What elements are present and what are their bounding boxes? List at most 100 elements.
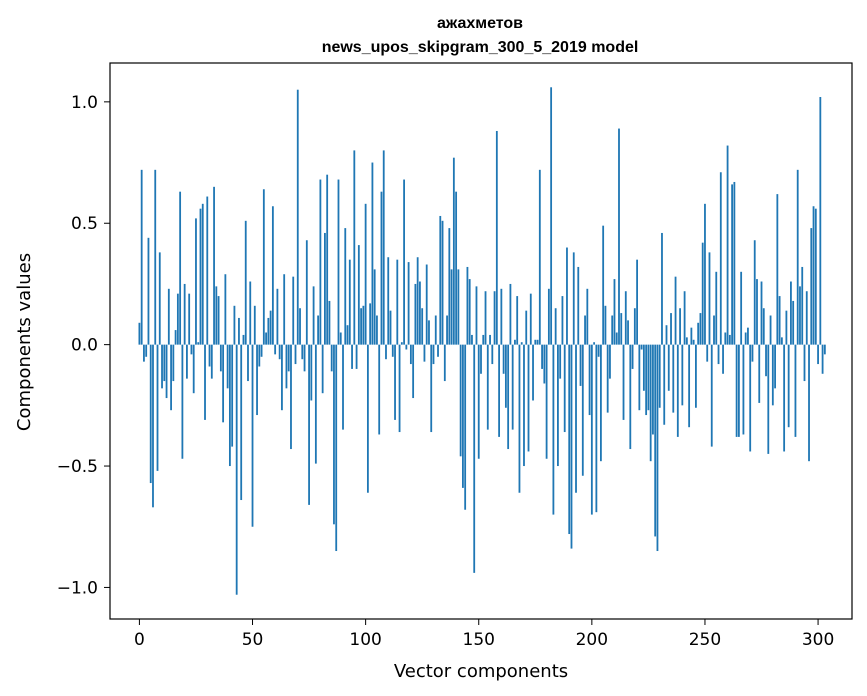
bar-197: [584, 315, 586, 345]
bar-50: [251, 344, 254, 527]
bar-301: [819, 96, 822, 345]
bar-41: [231, 344, 234, 447]
bar-168: [518, 344, 521, 493]
bar-160: [500, 288, 503, 345]
bar-42: [233, 305, 236, 345]
bar-302: [821, 344, 824, 374]
bar-175: [534, 339, 537, 345]
bar-243: [688, 344, 691, 428]
bar-11: [163, 344, 166, 382]
bar-80: [319, 179, 322, 345]
bar-83: [326, 174, 329, 345]
bar-251: [706, 344, 709, 362]
bar-196: [581, 344, 584, 476]
bar-262: [731, 184, 734, 345]
bar-266: [740, 271, 743, 345]
bar-165: [511, 344, 514, 430]
bar-208: [609, 344, 611, 379]
bar-263: [733, 181, 736, 345]
bar-163: [507, 344, 510, 450]
x-tick-label: 100: [349, 630, 381, 650]
bar-60: [274, 344, 277, 355]
bar-283: [778, 296, 781, 345]
bar-297: [810, 228, 813, 345]
bar-113: [394, 344, 396, 420]
bar-292: [799, 286, 801, 345]
bar-277: [765, 344, 767, 377]
bar-118: [405, 344, 408, 350]
bar-159: [498, 344, 501, 437]
bar-71: [299, 308, 301, 345]
bar-39: [226, 344, 229, 389]
bar-36: [219, 344, 222, 372]
bar-187: [561, 296, 564, 345]
bar-245: [692, 339, 695, 345]
bar-0: [138, 322, 141, 345]
bar-92: [346, 325, 349, 345]
bar-148: [473, 344, 476, 573]
x-axis-ticks: 0 50 100 150 200 250 300: [134, 619, 834, 650]
bar-37: [222, 344, 225, 423]
bar-45: [240, 344, 243, 501]
bar-111: [389, 310, 392, 345]
bar-284: [780, 337, 783, 345]
bar-18: [179, 191, 182, 345]
bar-231: [661, 232, 663, 345]
bar-269: [747, 327, 749, 345]
bar-202: [595, 344, 598, 513]
bar-13: [167, 288, 170, 345]
bar-232: [663, 344, 666, 425]
bar-133: [439, 215, 442, 345]
bar-267: [742, 344, 745, 435]
bar-276: [762, 308, 765, 345]
bar-3: [145, 344, 148, 357]
bar-88: [337, 179, 340, 345]
x-tick-label: 50: [242, 630, 264, 650]
bar-230: [658, 344, 661, 408]
bar-261: [728, 334, 731, 345]
bar-257: [719, 172, 722, 345]
bar-99: [362, 305, 365, 345]
bar-64: [283, 274, 286, 345]
bar-233: [665, 325, 668, 345]
bar-73: [303, 344, 306, 372]
bar-141: [457, 269, 460, 345]
bar-212: [618, 128, 620, 345]
bar-29: [204, 344, 206, 420]
bar-86: [333, 344, 335, 525]
bar-59: [271, 206, 274, 345]
bar-121: [412, 344, 415, 399]
y-tick-label: −1.0: [57, 578, 98, 598]
bar-14: [170, 344, 172, 411]
bar-9: [158, 252, 161, 345]
bar-253: [710, 344, 713, 447]
bar-260: [726, 145, 729, 345]
bar-10: [161, 344, 163, 389]
bar-299: [814, 208, 817, 345]
bar-236: [672, 344, 675, 413]
bar-249: [701, 242, 704, 345]
bar-149: [475, 286, 478, 345]
bar-162: [504, 344, 507, 408]
x-tick-label: 150: [463, 630, 495, 650]
bar-6: [152, 344, 154, 508]
bar-247: [697, 322, 700, 345]
bar-203: [597, 344, 600, 357]
bar-12: [165, 344, 168, 399]
bar-33: [213, 186, 215, 345]
bar-103: [371, 162, 374, 345]
y-tick-label: 0.0: [71, 336, 98, 356]
bar-184: [554, 308, 557, 345]
bar-49: [249, 281, 252, 345]
bar-221: [638, 344, 641, 411]
bar-303: [823, 344, 826, 355]
bar-97: [357, 245, 360, 345]
bar-218: [631, 344, 634, 369]
bar-167: [516, 296, 519, 345]
bar-294: [803, 344, 806, 382]
bar-132: [437, 344, 439, 357]
bar-151: [480, 344, 482, 374]
bar-169: [520, 342, 523, 345]
y-tick-label: −0.5: [57, 457, 98, 477]
bar-176: [536, 339, 539, 345]
